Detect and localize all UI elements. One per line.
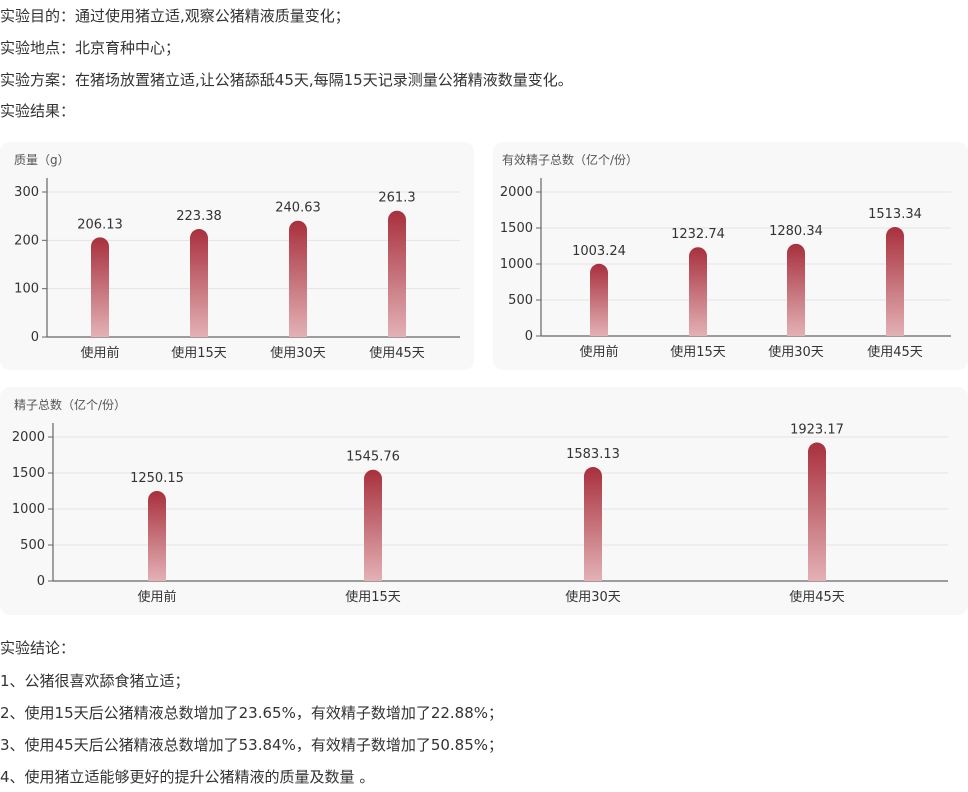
effective-chart-title: 有效精子总数（亿个/份） xyxy=(502,153,639,167)
data-label: 1250.15 xyxy=(130,471,184,486)
bar xyxy=(148,490,166,581)
x-tick-label: 使用30天 xyxy=(565,589,621,605)
x-tick-label: 使用45天 xyxy=(867,344,923,360)
x-tick-label: 使用前 xyxy=(137,589,176,605)
data-label: 1923.17 xyxy=(790,423,844,438)
bar xyxy=(584,467,602,581)
y-tick-label: 2000 xyxy=(500,185,533,200)
x-tick-label: 使用15天 xyxy=(345,589,401,605)
y-tick-label: 0 xyxy=(525,329,533,344)
bar xyxy=(190,229,208,337)
conclusion-item-4: 4、使用猪立适能够更好的提升公猪精液的质量及数量 。 xyxy=(0,768,375,786)
bar xyxy=(689,247,707,336)
conclusion-item-2: 2、使用15天后公猪精液总数增加了23.65%，有效精子数增加了22.88%； xyxy=(0,704,504,722)
y-tick-label: 1500 xyxy=(500,221,533,236)
y-tick-label: 500 xyxy=(508,293,533,308)
x-tick-label: 使用15天 xyxy=(171,345,227,361)
y-tick-label: 1500 xyxy=(12,466,45,481)
x-tick-label: 使用前 xyxy=(579,344,618,360)
bar xyxy=(590,263,608,336)
y-tick-label: 500 xyxy=(20,538,45,553)
data-label: 223.38 xyxy=(176,209,222,224)
effective-chart: 0 500 1000 1500 2000 1003.24 使用前 1232.74 使用15天 12… xyxy=(500,178,951,360)
location-text: 实验地点：北京育种中心； xyxy=(0,39,181,57)
purpose-text: 实验目的：通过使用猪立适,观察公猪精液质量变化； xyxy=(0,7,350,25)
y-tick-label: 300 xyxy=(14,185,39,200)
data-label: 1232.74 xyxy=(671,227,725,242)
bar xyxy=(886,227,904,336)
bar xyxy=(289,220,307,337)
data-label: 1513.34 xyxy=(868,207,922,222)
y-tick-label: 1000 xyxy=(500,257,533,272)
y-tick-label: 1000 xyxy=(12,502,45,517)
data-label: 1583.13 xyxy=(566,447,620,462)
effective-chart-card: 有效精子总数（亿个/份） 0 500 1000 1500 2000 1003.24 使用前 1… xyxy=(493,142,968,370)
conclusion-heading: 实验结论： xyxy=(0,639,76,657)
conclusion-item-3: 3、使用45天后公猪精液总数增加了53.84%，有效精子数增加了50.85%； xyxy=(0,736,504,754)
quality-chart-title: 质量（g） xyxy=(14,153,70,167)
data-label: 1545.76 xyxy=(346,450,400,465)
data-label: 240.63 xyxy=(275,201,321,216)
bar xyxy=(787,243,805,336)
bar xyxy=(91,237,109,337)
quality-chart-card: 质量（g） 0 100 200 300 206.13 使用前 223.38 使用15天 240.… xyxy=(0,142,474,370)
y-tick-label: 2000 xyxy=(12,430,45,445)
y-tick-label: 0 xyxy=(37,574,45,589)
y-tick-label: 0 xyxy=(31,330,39,345)
conclusion-item-1: 1、公猪很喜欢舔食猪立适； xyxy=(0,672,190,690)
data-label: 1003.24 xyxy=(572,244,626,259)
x-tick-label: 使用15天 xyxy=(670,344,726,360)
bar xyxy=(808,442,826,581)
data-label: 1280.34 xyxy=(769,224,823,239)
bar xyxy=(388,210,406,337)
x-tick-label: 使用30天 xyxy=(768,344,824,360)
x-tick-label: 使用30天 xyxy=(270,345,326,361)
data-label: 261.3 xyxy=(378,191,415,206)
plan-text: 实验方案：在猪场放置猪立适,让公猪舔舐45天,每隔15天记录测量公猪精液数量变化… xyxy=(0,71,573,89)
data-label: 206.13 xyxy=(77,217,123,232)
x-tick-label: 使用45天 xyxy=(789,589,845,605)
y-tick-label: 200 xyxy=(14,233,39,248)
results-heading: 实验结果： xyxy=(0,102,76,120)
y-tick-label: 100 xyxy=(14,282,39,297)
total-chart-title: 精子总数（亿个/份） xyxy=(14,398,127,412)
total-chart: 0 500 1000 1500 2000 1250.15 使用前 1545.76 使用15天 15… xyxy=(12,423,948,605)
total-chart-card: 精子总数（亿个/份） 0 500 1000 1500 2000 1250.15 使用前 154… xyxy=(0,387,968,615)
bar xyxy=(364,469,382,581)
quality-chart: 0 100 200 300 206.13 使用前 223.38 使用15天 240.63 使用30… xyxy=(14,178,460,361)
x-tick-label: 使用前 xyxy=(80,345,119,361)
x-tick-label: 使用45天 xyxy=(369,345,425,361)
